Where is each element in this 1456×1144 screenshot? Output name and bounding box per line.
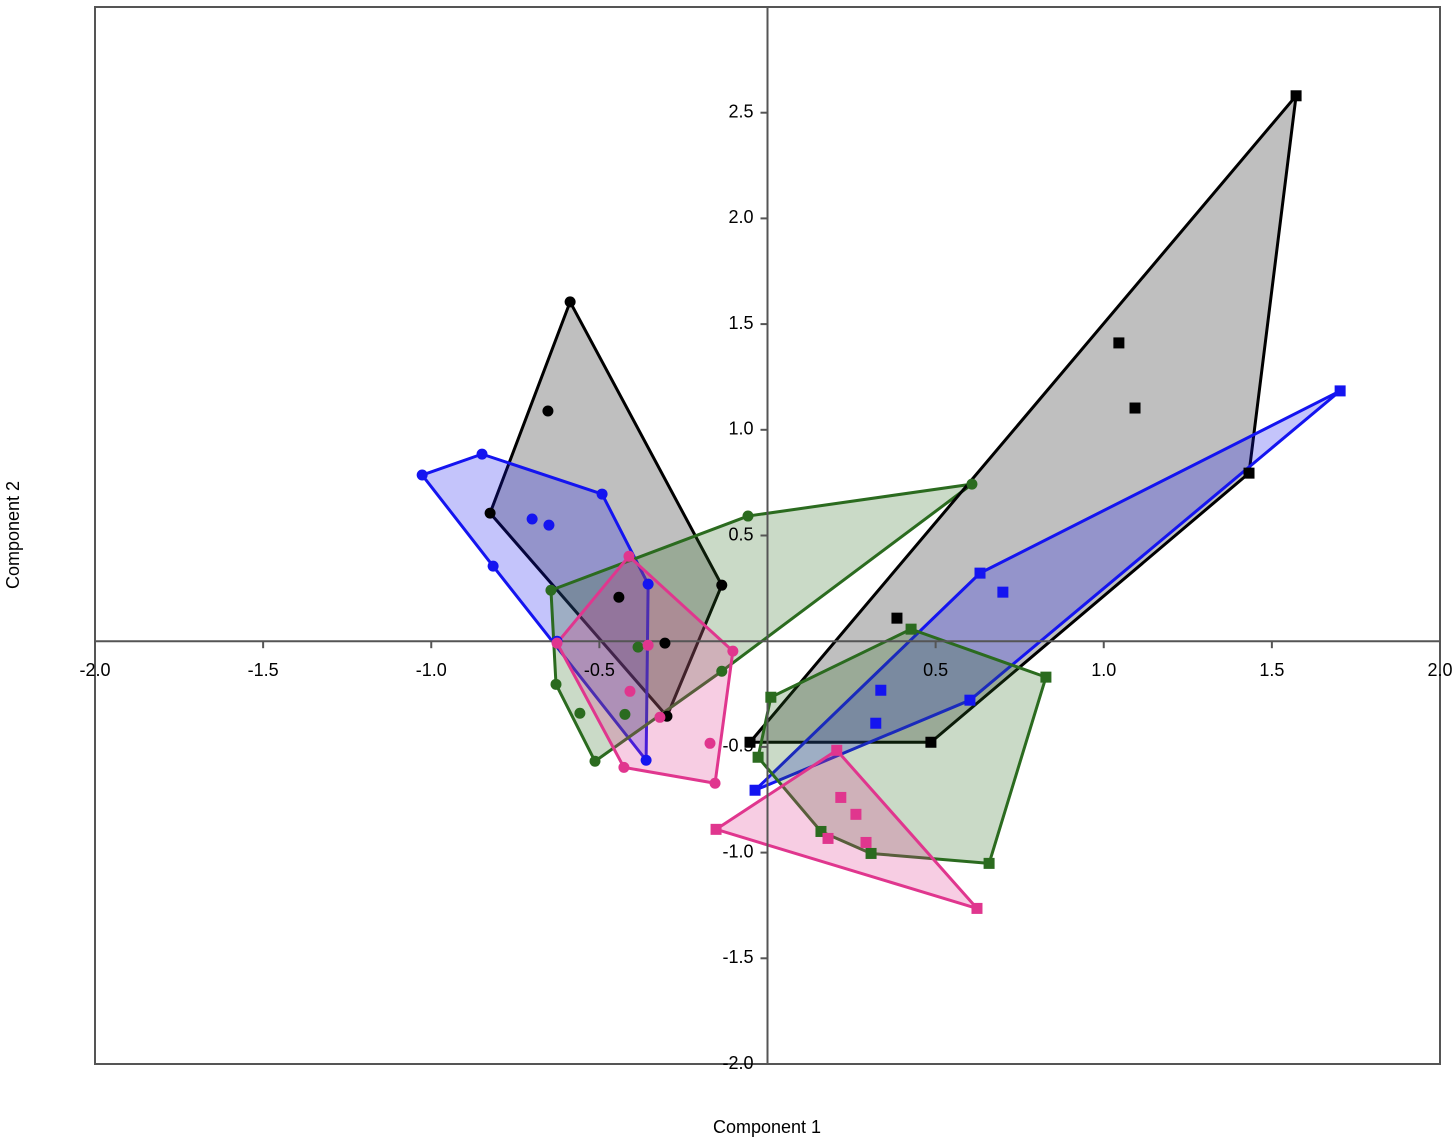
y-tick-label: 1.0 [728, 419, 753, 439]
x-tick-label: 1.5 [1259, 660, 1284, 680]
hull [714, 748, 979, 910]
point [545, 584, 557, 596]
point [966, 478, 978, 490]
x-tick-label: 1.0 [1091, 660, 1116, 680]
point [860, 836, 872, 848]
point [619, 708, 631, 720]
point [765, 691, 777, 703]
point [613, 591, 625, 603]
point [744, 736, 756, 748]
point [640, 754, 652, 766]
y-tick-label: -1.5 [722, 947, 753, 967]
point [742, 510, 754, 522]
point [1290, 90, 1302, 102]
hull-layer [420, 94, 1342, 910]
point [1334, 385, 1346, 397]
y-tick-label: 0.5 [728, 524, 753, 544]
y-axis-label: Component 2 [3, 481, 23, 589]
y-tick-label: -2.0 [722, 1053, 753, 1073]
point [850, 808, 862, 820]
point [1113, 337, 1125, 349]
point [822, 832, 834, 844]
point [983, 857, 995, 869]
point [487, 560, 499, 572]
point [704, 737, 716, 749]
x-tick-label: -0.5 [584, 660, 615, 680]
y-tick-label: -1.0 [722, 841, 753, 861]
point [974, 567, 986, 579]
point [1040, 671, 1052, 683]
point [875, 684, 887, 696]
point [624, 685, 636, 697]
point [752, 751, 764, 763]
hull [555, 554, 735, 785]
point [727, 645, 739, 657]
point [997, 586, 1009, 598]
point [526, 513, 538, 525]
point [716, 579, 728, 591]
point [416, 469, 428, 481]
point [710, 823, 722, 835]
point [574, 707, 586, 719]
point [865, 847, 877, 859]
point [654, 711, 666, 723]
point [564, 296, 576, 308]
point [709, 777, 721, 789]
x-tick-label: -1.0 [416, 660, 447, 680]
x-tick-label: 0.5 [923, 660, 948, 680]
point [550, 678, 562, 690]
point [542, 405, 554, 417]
point [1243, 467, 1255, 479]
point [905, 623, 917, 635]
point [642, 578, 654, 590]
point [618, 761, 630, 773]
point [716, 665, 728, 677]
point [589, 755, 601, 767]
point [632, 641, 644, 653]
x-tick-label: 2.0 [1427, 660, 1452, 680]
point [623, 550, 635, 562]
point [964, 694, 976, 706]
x-axis-label: Component 1 [713, 1117, 821, 1137]
point [1129, 402, 1141, 414]
point [749, 784, 761, 796]
point [484, 507, 496, 519]
point [476, 448, 488, 460]
point [642, 639, 654, 651]
y-tick-label: 2.5 [728, 101, 753, 121]
point [831, 744, 843, 756]
point-layer [416, 90, 1346, 914]
point [596, 488, 608, 500]
x-tick-label: -1.5 [248, 660, 279, 680]
point [925, 736, 937, 748]
y-tick-label: 2.0 [728, 207, 753, 227]
point [815, 825, 827, 837]
point [891, 612, 903, 624]
y-tick-label: 1.5 [728, 313, 753, 333]
point [870, 717, 882, 729]
point [551, 637, 563, 649]
axis-layer: -2.0 -1.5 -1.0 -0.5 0.5 1.0 1.5 2.0 -2.0 -1.5 -1.0… [79, 6, 1453, 1073]
point [835, 791, 847, 803]
x-tick-label: -2.0 [79, 660, 110, 680]
point [971, 902, 983, 914]
point [543, 519, 555, 531]
point [659, 637, 671, 649]
